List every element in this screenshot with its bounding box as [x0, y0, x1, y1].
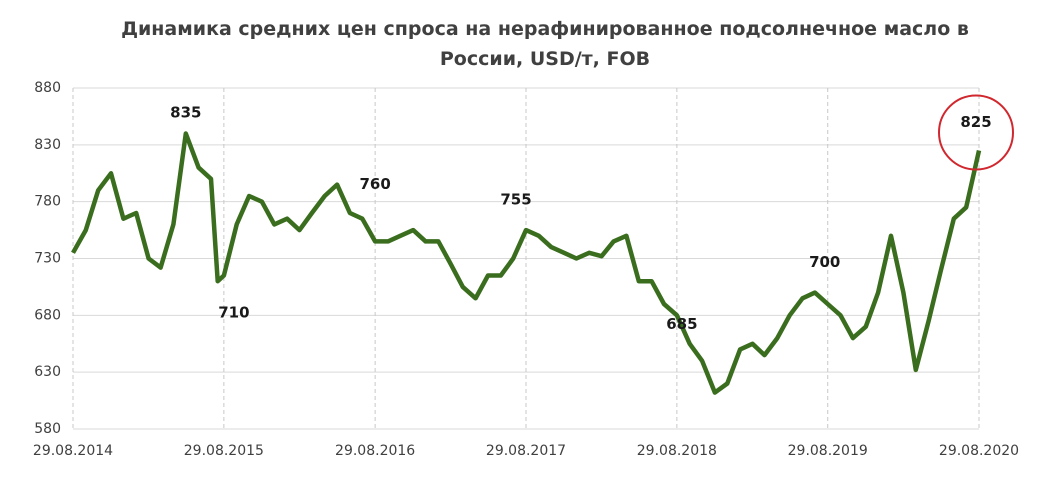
x-tick-label: 29.08.2016 — [335, 443, 415, 459]
chart-title: Динамика средних цен спроса на нерафинир… — [121, 18, 969, 70]
x-tick-label: 29.08.2019 — [788, 443, 868, 459]
highlight-circle — [938, 94, 1014, 171]
x-tick-label: 29.08.2017 — [486, 443, 566, 459]
x-tick-label: 29.08.2020 — [939, 443, 1019, 459]
annotation: 835 — [170, 104, 201, 122]
annotation: 825 — [960, 113, 991, 131]
line-series — [71, 131, 982, 395]
y-tick-label: 830 — [34, 137, 61, 153]
x-tick-label: 29.08.2014 — [33, 443, 113, 459]
x-tick-label: 29.08.2015 — [184, 443, 264, 459]
y-tick-label: 580 — [34, 421, 61, 437]
x-tick-label: 29.08.2018 — [637, 443, 717, 459]
annotation: 685 — [666, 315, 697, 333]
y-tick-label: 780 — [34, 194, 61, 210]
annotation: 760 — [359, 175, 390, 193]
annotation: 710 — [218, 304, 249, 322]
annotation: 755 — [500, 191, 531, 209]
y-tick-label: 880 — [34, 80, 61, 96]
annotation: 700 — [809, 253, 840, 271]
y-tick-label: 630 — [34, 364, 61, 380]
y-tick-label: 680 — [34, 307, 61, 323]
y-tick-label: 730 — [34, 251, 61, 267]
